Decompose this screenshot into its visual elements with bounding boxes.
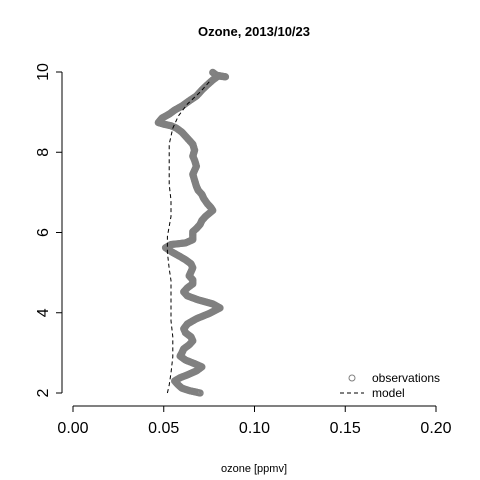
x-tick-label: 0.10 (239, 420, 270, 437)
x-axis-label: ozone [ppmv] (221, 463, 287, 475)
legend-observations-marker (348, 374, 356, 382)
x-tick-label: 0.00 (57, 420, 88, 437)
chart-title: Ozone, 2013/10/23 (198, 24, 310, 39)
x-axis: 0.00 0.05 0.10 0.15 0.20 (57, 405, 452, 437)
model-series (166, 79, 212, 394)
model-line (166, 79, 212, 394)
y-tick-label: 6 (35, 228, 52, 237)
observations-series (154, 68, 230, 397)
y-tick-label: 8 (35, 148, 52, 157)
observation-point (209, 68, 217, 77)
x-tick-label: 0.20 (420, 420, 451, 437)
y-tick-label: 2 (35, 388, 52, 397)
x-tick-label: 0.05 (148, 420, 179, 437)
legend-model-label: model (372, 386, 405, 400)
x-tick-label: 0.15 (330, 420, 361, 437)
y-axis: 2 4 6 8 10 (35, 63, 63, 397)
y-tick-label: 10 (35, 63, 52, 81)
legend-observations-label: observations (372, 371, 440, 385)
y-tick-label: 4 (35, 308, 52, 317)
legend: observations model (340, 371, 440, 400)
